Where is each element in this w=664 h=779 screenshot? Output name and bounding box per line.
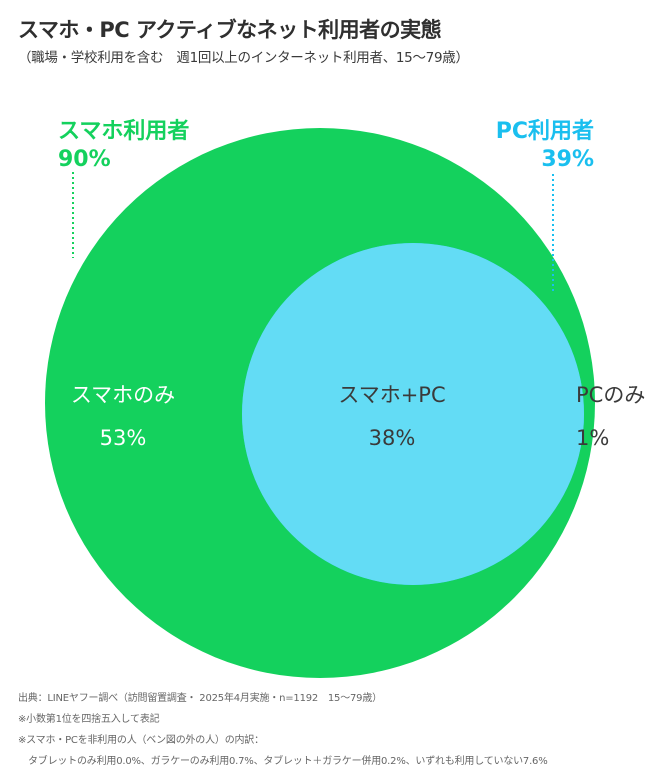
pc-set-value: 39% xyxy=(541,147,594,172)
both-value: 38% xyxy=(369,426,416,450)
smartphone-only-label: スマホのみ xyxy=(71,383,175,407)
pc-only-label: PCのみ xyxy=(576,383,645,407)
chart-subtitle: （職場・学校利用を含む 週1回以上のインターネット利用者、15～79歳） xyxy=(18,50,469,66)
rounding-note: ※小数第1位を四捨五入して表記 xyxy=(18,714,160,725)
breakdown-detail: タブレットのみ利用0.0%、ガラケーのみ利用0.7%、タブレット＋ガラケー併用0… xyxy=(28,756,548,767)
both-label: スマホ+PC xyxy=(338,383,445,407)
source-note: 出典：LINEヤフー調べ（訪問留置調査・ 2025年4月実施・n=1192 15… xyxy=(18,693,382,704)
smartphone-only-value: 53% xyxy=(100,426,147,450)
venn-diagram: スマホ利用者 90% PC利用者 39% スマホのみ 53% スマホ+PC 38… xyxy=(45,119,645,678)
overlap-region xyxy=(242,243,584,585)
pc-set-label: PC利用者 xyxy=(496,119,594,144)
footnotes: 出典：LINEヤフー調べ（訪問留置調査・ 2025年4月実施・n=1192 15… xyxy=(18,688,658,772)
smartphone-set-value: 90% xyxy=(58,147,111,172)
pc-only-value: 1% xyxy=(576,426,609,450)
chart-title: スマホ・PC アクティブなネット利用者の実態 xyxy=(18,18,442,42)
breakdown-heading: ※スマホ・PCを非利用の人（ベン図の外の人）の内訳： xyxy=(18,735,264,746)
smartphone-set-label: スマホ利用者 xyxy=(58,119,189,144)
